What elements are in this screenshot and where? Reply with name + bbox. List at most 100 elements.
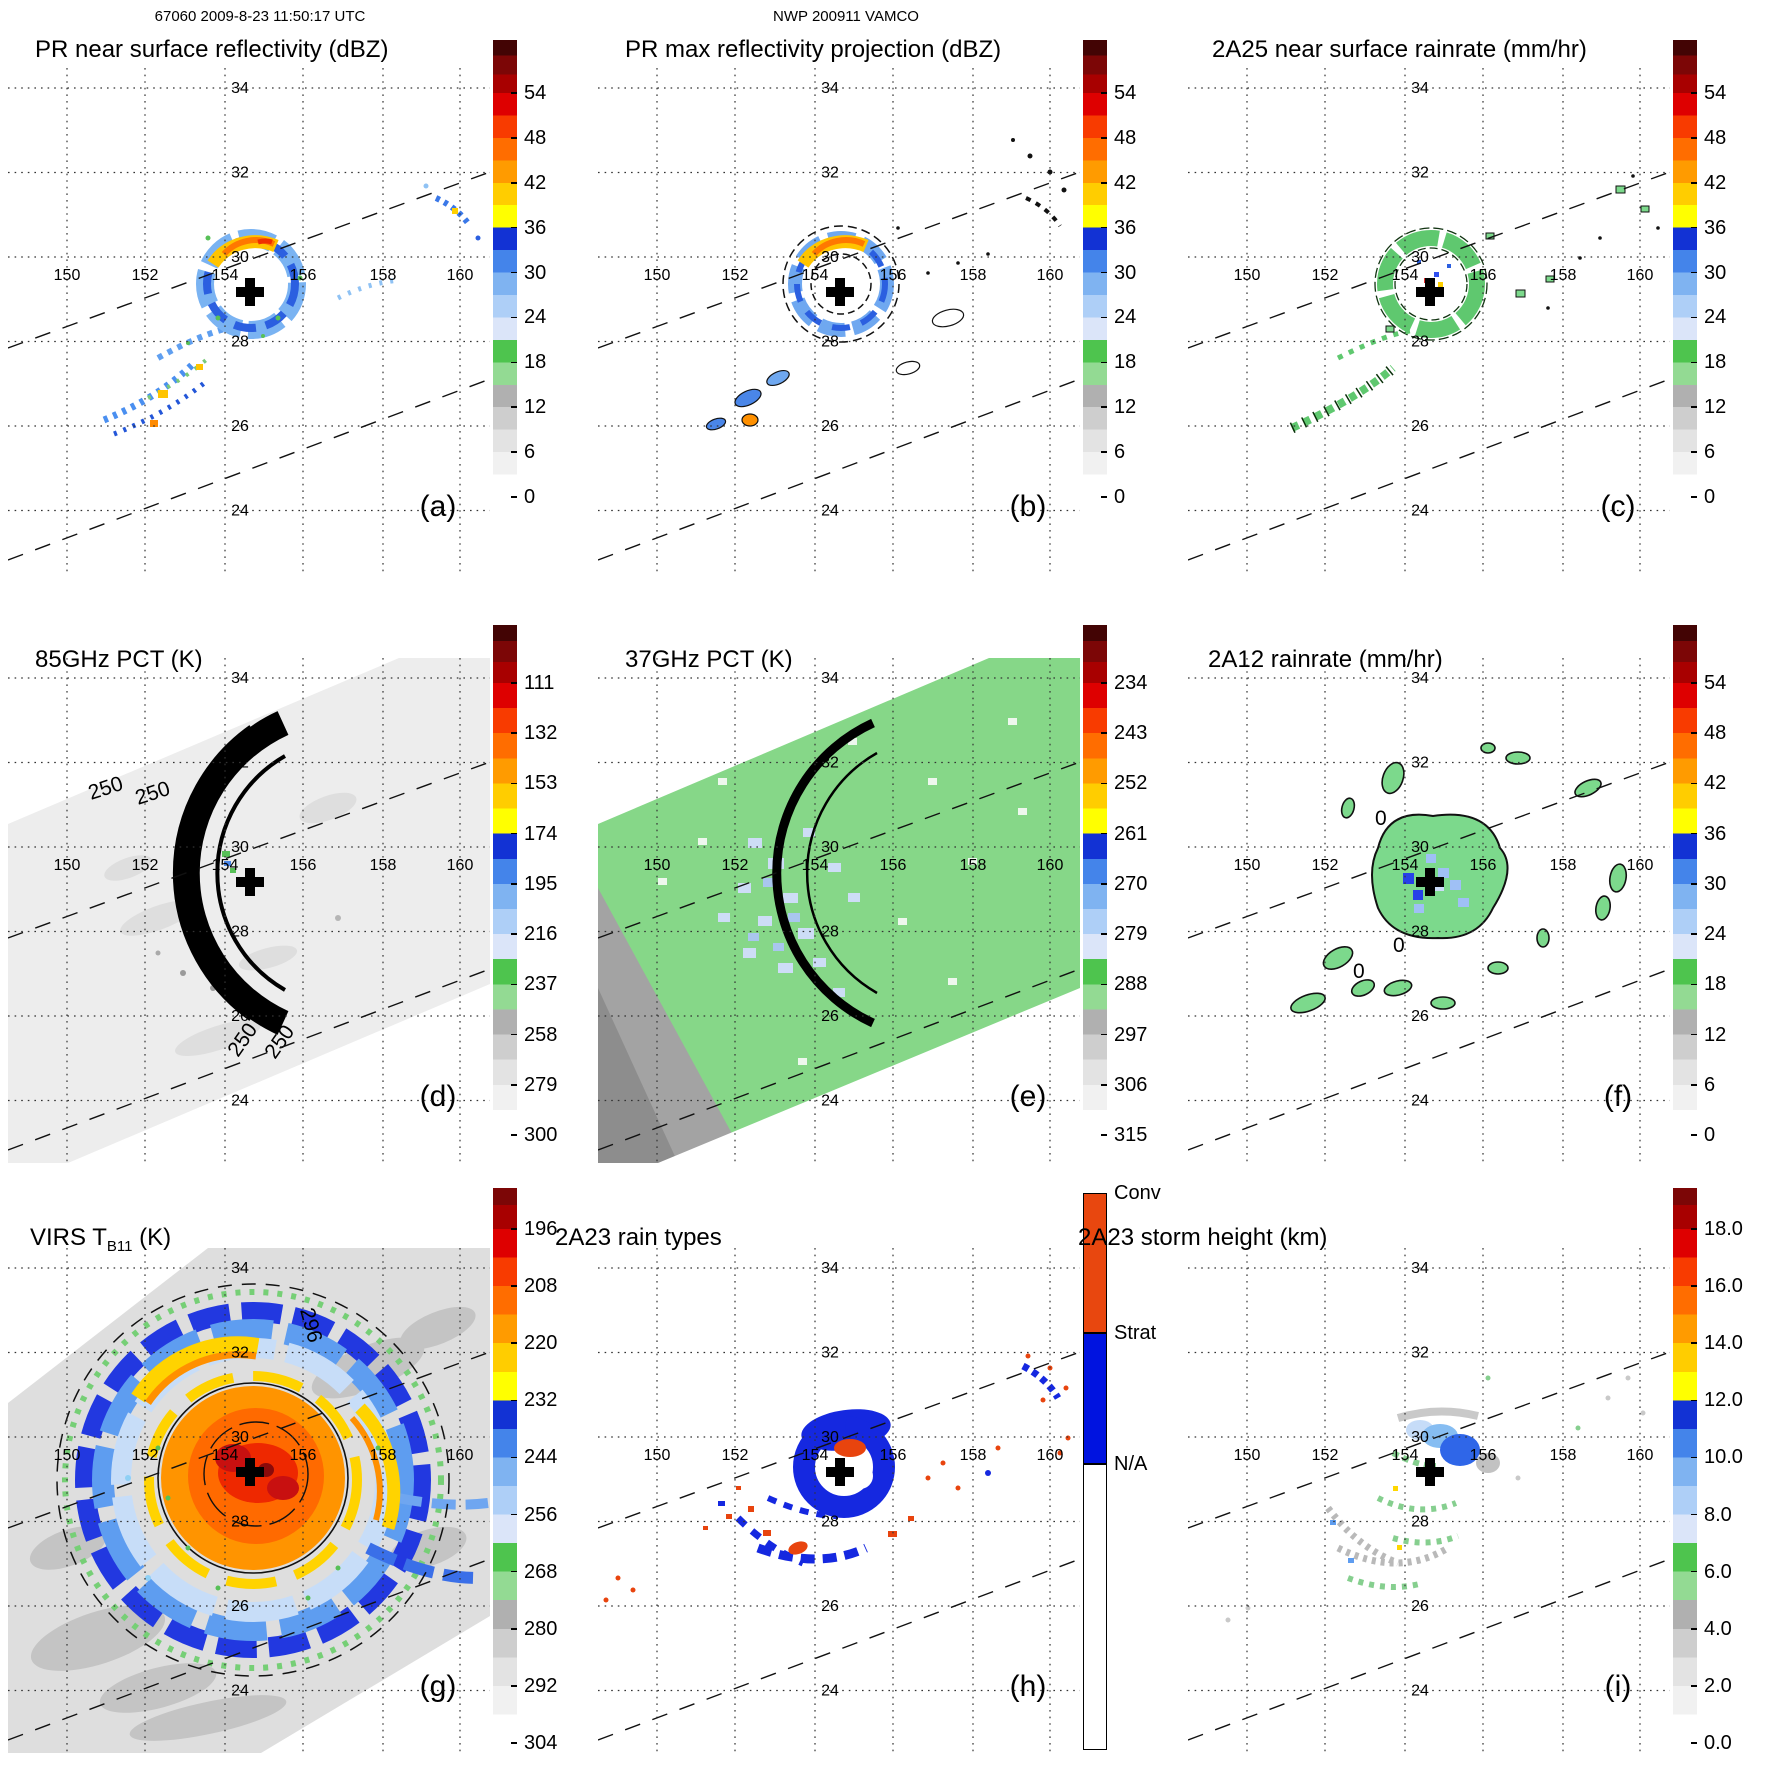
- svg-text:28: 28: [231, 1514, 249, 1531]
- colorbar-tick-label: 18: [1704, 973, 1727, 996]
- svg-text:152: 152: [1312, 857, 1339, 874]
- colorbar-tick-label: 270: [1114, 872, 1148, 895]
- colorbar-tick-mark: [511, 182, 517, 184]
- colorbar-tick-mark: [511, 1228, 517, 1230]
- colorbar-tick-mark: [511, 1628, 517, 1630]
- colorbar-tick-label: 42: [1704, 772, 1727, 795]
- storm-center-cross-marker: [826, 1458, 854, 1486]
- svg-text:156: 156: [1470, 267, 1497, 284]
- colorbar-tick-mark: [511, 1570, 517, 1573]
- svg-text:28: 28: [1411, 924, 1429, 941]
- svg-text:156: 156: [290, 1447, 317, 1464]
- colorbar-tick-mark: [511, 1285, 517, 1287]
- colorbar-tick-mark: [1101, 226, 1107, 229]
- svg-text:32: 32: [231, 165, 249, 182]
- colorbar-tick-label: 237: [524, 973, 558, 996]
- colorbar-tick-label: 0: [524, 486, 536, 508]
- svg-text:26: 26: [821, 1598, 839, 1615]
- svg-text:32: 32: [1411, 165, 1429, 182]
- colorbar-tick-label: 4.0: [1704, 1617, 1732, 1640]
- colorbar-tick-label: 174: [524, 822, 558, 845]
- colorbar-tick-label: 304: [524, 1732, 558, 1754]
- colorbar-tick-mark: [1691, 1134, 1697, 1136]
- colorbar-tick-mark: [1691, 933, 1697, 935]
- raintype-segment-conv: [1083, 1193, 1107, 1333]
- svg-text:150: 150: [1234, 1447, 1261, 1464]
- colorbar-tick-label: 12: [1704, 396, 1727, 419]
- panel-letter: (c): [1601, 490, 1636, 523]
- colorbar-tick-label: 234: [1114, 672, 1148, 694]
- colorbar-tick-label: 0.0: [1704, 1732, 1732, 1754]
- svg-text:152: 152: [1312, 267, 1339, 284]
- svg-text:0: 0: [1393, 934, 1405, 957]
- colorbar-tick-mark: [1691, 226, 1697, 229]
- colorbar-tick-mark: [1101, 316, 1107, 319]
- colorbar-tick-mark: [1691, 682, 1697, 684]
- colorbar-tick-label: 268: [524, 1560, 558, 1583]
- svg-text:154: 154: [212, 267, 239, 284]
- panel-title: PR near surface reflectivity (dBZ): [35, 36, 389, 63]
- svg-text:34: 34: [1411, 1260, 1429, 1277]
- colorbar-tick-label: 54: [524, 82, 547, 104]
- colorbar-tick-mark: [511, 883, 517, 885]
- colorbar-tick-label: 195: [524, 872, 558, 895]
- colorbar-rain-types: [1083, 1193, 1107, 1750]
- panel-85ghz-pct: 85GHz PCT (K) 250 250 250 250: [0, 590, 590, 1181]
- panel-title: 2A12 rainrate (mm/hr): [1208, 646, 1443, 673]
- colorbar-tick-label: 220: [524, 1332, 558, 1355]
- storm-center-cross-marker: [826, 278, 854, 306]
- svg-text:34: 34: [821, 80, 839, 97]
- colorbar-tick-label: 30: [524, 261, 547, 284]
- colorbar-tick-mark: [511, 92, 517, 94]
- svg-text:32: 32: [231, 755, 249, 772]
- colorbar-tick-mark: [1101, 1084, 1107, 1086]
- svg-text:24: 24: [231, 1683, 249, 1700]
- svg-text:28: 28: [821, 1514, 839, 1531]
- svg-text:30: 30: [231, 839, 249, 856]
- panel-pr-near-surface-reflectivity: PR near surface reflectivity (dBZ) (a): [0, 0, 590, 591]
- colorbar-tick-label: 48: [1704, 126, 1727, 149]
- timestamp-header: 67060 2009-8-23 11:50:17 UTC: [154, 8, 366, 25]
- colorbar-tick-label: 36: [1704, 216, 1727, 239]
- colorbar-tick-mark: [1101, 182, 1107, 184]
- colorbar-tick-label: 279: [1114, 923, 1148, 946]
- colorbar-tick-label: 256: [524, 1503, 558, 1526]
- panel-letter: (e): [1010, 1080, 1047, 1113]
- panel-37ghz-pct: 37GHz PCT (K): [590, 590, 1180, 1181]
- colorbar-tb11: [493, 1188, 517, 1743]
- panel-title: 2A23 storm height (km): [1078, 1224, 1328, 1251]
- svg-text:24: 24: [1411, 503, 1429, 520]
- colorbar-tick-label: 36: [1704, 822, 1727, 845]
- storm-art: [705, 138, 1067, 431]
- svg-text:32: 32: [821, 165, 839, 182]
- colorbar-tick-label: 12: [524, 396, 547, 419]
- colorbar-tick-label: 280: [524, 1617, 558, 1640]
- colorbar-tick-label: 30: [1704, 872, 1727, 895]
- colorbar-tick-mark: [1691, 1342, 1697, 1344]
- storm-art: [603, 1353, 1071, 1603]
- svg-text:30: 30: [231, 1429, 249, 1446]
- svg-text:156: 156: [880, 1447, 907, 1464]
- svg-text:160: 160: [1627, 857, 1654, 874]
- svg-text:158: 158: [1550, 267, 1577, 284]
- colorbar-tick-label: 30: [1114, 261, 1137, 284]
- colorbar-tick-mark: [1691, 1628, 1697, 1630]
- storm-art: 0 0 0: [1290, 742, 1628, 1014]
- colorbar-tick-mark: [1691, 361, 1697, 364]
- svg-text:150: 150: [644, 857, 671, 874]
- svg-text:30: 30: [821, 839, 839, 856]
- svg-text:152: 152: [722, 1447, 749, 1464]
- colorbar-85ghz: [493, 625, 517, 1135]
- storm-art: [102, 183, 481, 437]
- colorbar-tick-mark: [1691, 883, 1697, 885]
- raintype-segment-strat: [1083, 1333, 1107, 1464]
- storm-art: 296: [8, 1248, 490, 1753]
- colorbar-tick-label: 24: [1704, 923, 1727, 946]
- svg-text:154: 154: [1392, 267, 1419, 284]
- colorbar-tick-mark: [1101, 137, 1107, 139]
- geo-grid: 150 152 154 156 158 160 34 32 30 28 26 24: [8, 68, 490, 573]
- colorbar-tick-label: 16.0: [1704, 1275, 1743, 1298]
- svg-text:160: 160: [447, 267, 474, 284]
- colorbar-dbz: [1673, 625, 1697, 1135]
- colorbar-tick-mark: [511, 1342, 517, 1344]
